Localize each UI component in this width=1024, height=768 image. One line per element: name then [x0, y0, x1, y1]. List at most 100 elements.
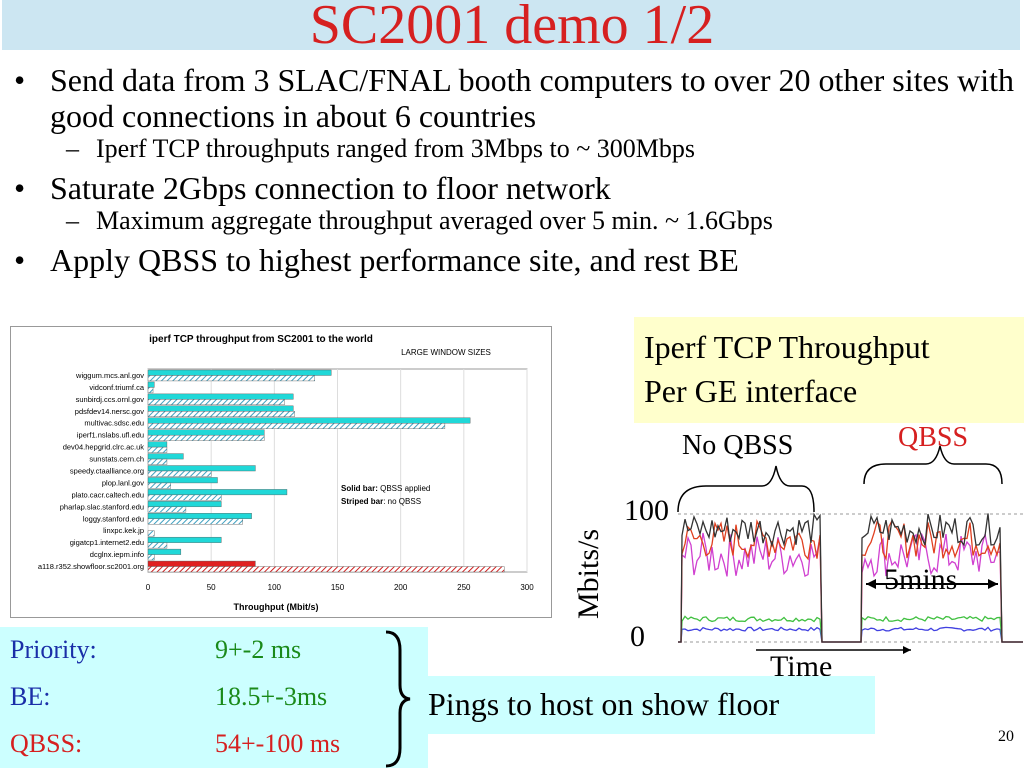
x-tick-label: 200	[394, 583, 408, 592]
qbss-label: QBSS	[898, 424, 968, 453]
bar-solid	[147, 381, 155, 388]
sub-bullet-1: – Iperf TCP throughputs ranged from 3Mbps…	[10, 134, 1020, 164]
bar-striped	[147, 434, 265, 441]
bar-solid	[147, 465, 256, 472]
ping-label-be: BE:	[10, 682, 51, 711]
sub-bullet-marker: –	[66, 134, 79, 163]
tick-100: 100	[624, 494, 669, 527]
category-label: pdsfdev14.nersc.gov	[75, 407, 144, 416]
ping-value-priority: 9+-2 ms	[215, 635, 302, 664]
bar-solid	[147, 429, 265, 436]
bar-solid	[147, 477, 218, 484]
category-label: loggy.stanford.edu	[83, 514, 144, 523]
legend-striped: Striped bar: no QBSS	[341, 497, 421, 506]
bar-striped	[147, 554, 155, 561]
sub-bullet-text: Maximum aggregate throughput averaged ov…	[96, 206, 773, 235]
chart-subtitle: LARGE WINDOW SIZES	[401, 348, 491, 357]
bar-striped	[147, 387, 154, 394]
bar-striped	[147, 399, 285, 406]
chart-title: iperf TCP throughput from SC2001 to the …	[149, 334, 373, 345]
iperf-info-box: Iperf TCP Throughput Per GE interface	[634, 317, 1024, 423]
bullet-text: Saturate 2Gbps connection to floor netwo…	[50, 170, 611, 206]
sub-bullet-text: Iperf TCP throughputs ranged from 3Mbps …	[96, 134, 696, 163]
ping-value-be: 18.5+-3ms	[215, 682, 328, 711]
ping-stats-box: Priority: 9+-2 ms BE: 18.5+-3ms QBSS: 54…	[0, 627, 428, 768]
x-tick-label: 250	[457, 583, 471, 592]
bullet-marker: •	[14, 62, 26, 98]
x-tick-label: 0	[146, 583, 151, 592]
page-number: 20	[998, 728, 1014, 745]
bar-solid	[147, 405, 294, 412]
ping-value-qbss: 54+-100 ms	[215, 729, 341, 758]
bar-solid	[147, 393, 294, 400]
category-label: wiggum.mcs.anl.gov	[75, 371, 144, 380]
bar-solid	[147, 536, 222, 543]
throughput-trace	[678, 512, 1023, 643]
x-tick-label: 150	[331, 583, 345, 592]
time-arrow-head	[903, 646, 911, 654]
bullet-text: Send data from 3 SLAC/FNAL booth compute…	[50, 62, 1015, 134]
x-tick-label: 300	[520, 583, 534, 592]
bar-striped	[147, 506, 187, 513]
category-label: gigatcp1.internet2.edu	[70, 538, 144, 547]
no-qbss-brace	[677, 465, 815, 513]
category-label: sunstats.cern.ch	[89, 455, 144, 464]
category-label: multivac.sdsc.edu	[84, 419, 144, 428]
no-qbss-label: No QBSS	[682, 430, 793, 461]
arrow-head-left	[866, 579, 876, 589]
ping-brace	[385, 630, 411, 768]
category-label: pharlap.slac.stanford.edu	[60, 502, 144, 511]
timeseries-lines	[678, 512, 1023, 643]
legend-solid: Solid bar: QBSS applied	[341, 484, 430, 493]
bar-striped	[147, 470, 212, 477]
category-label: dcglnx.iepm.info	[90, 550, 144, 559]
legend-striped-label: Striped bar	[341, 497, 383, 506]
iperf-line-1: Iperf TCP Throughput	[644, 329, 930, 365]
category-label: speedy.ctaalliance.org	[70, 467, 144, 476]
slide-title: SC2001 demo 1/2	[309, 0, 715, 56]
category-label: dev04.hepgrid.clrc.ac.uk	[63, 443, 145, 452]
bullet-3: • Apply QBSS to highest performance site,…	[10, 242, 1020, 278]
bar-solid	[147, 489, 288, 496]
chart-xlabel: Throughput (Mbit/s)	[234, 602, 319, 612]
bar-solid	[147, 560, 256, 567]
qbss-brace	[863, 445, 1003, 485]
throughput-trace	[678, 626, 1023, 643]
category-label: a118.r352.showfloor.sc2001.org	[38, 562, 144, 571]
bar-striped	[147, 518, 243, 525]
bar-striped	[147, 530, 155, 537]
sub-bullet-marker: –	[66, 206, 79, 235]
legend-striped-text: : no QBSS	[383, 497, 421, 506]
bullet-text: Apply QBSS to highest performance site, …	[50, 242, 739, 278]
bar-striped	[147, 482, 171, 489]
category-label: vidconf.triumf.ca	[89, 383, 144, 392]
five-mins-label: 5mins	[884, 563, 957, 596]
bar-solid	[147, 453, 184, 460]
x-tick-label: 50	[207, 583, 216, 592]
throughput-bar-chart: iperf TCP throughput from SC2001 to the …	[38, 334, 534, 612]
bar-solid	[147, 548, 182, 555]
title-bar	[2, 0, 1020, 50]
bar-striped	[147, 566, 505, 573]
tick-0: 0	[630, 620, 645, 653]
bar-solid	[147, 513, 252, 519]
ping-caption-box: Pings to host on show floor	[420, 676, 875, 734]
bullet-marker: •	[14, 170, 26, 206]
category-label: linxpc.kek.jp	[103, 526, 144, 535]
ping-label-priority: Priority:	[10, 635, 97, 664]
category-label: sunbirdj.ccs.ornl.gov	[76, 395, 145, 404]
bullet-list: • Send data from 3 SLAC/FNAL booth comput…	[10, 62, 1020, 278]
bar-solid	[147, 441, 168, 448]
bullet-marker: •	[14, 242, 26, 278]
bar-striped	[147, 458, 168, 465]
bar-striped	[147, 375, 315, 382]
throughput-trace	[678, 532, 1023, 643]
bar-striped	[147, 411, 295, 417]
category-label: plop.lanl.gov	[102, 478, 144, 487]
ping-label-qbss: QBSS:	[10, 729, 83, 758]
bar-striped	[147, 542, 168, 549]
x-tick-label: 100	[268, 583, 282, 592]
bar-solid	[147, 501, 222, 508]
ping-caption: Pings to host on show floor	[428, 686, 780, 722]
throughput-chart-frame: iperf TCP throughput from SC2001 to the …	[10, 326, 552, 618]
